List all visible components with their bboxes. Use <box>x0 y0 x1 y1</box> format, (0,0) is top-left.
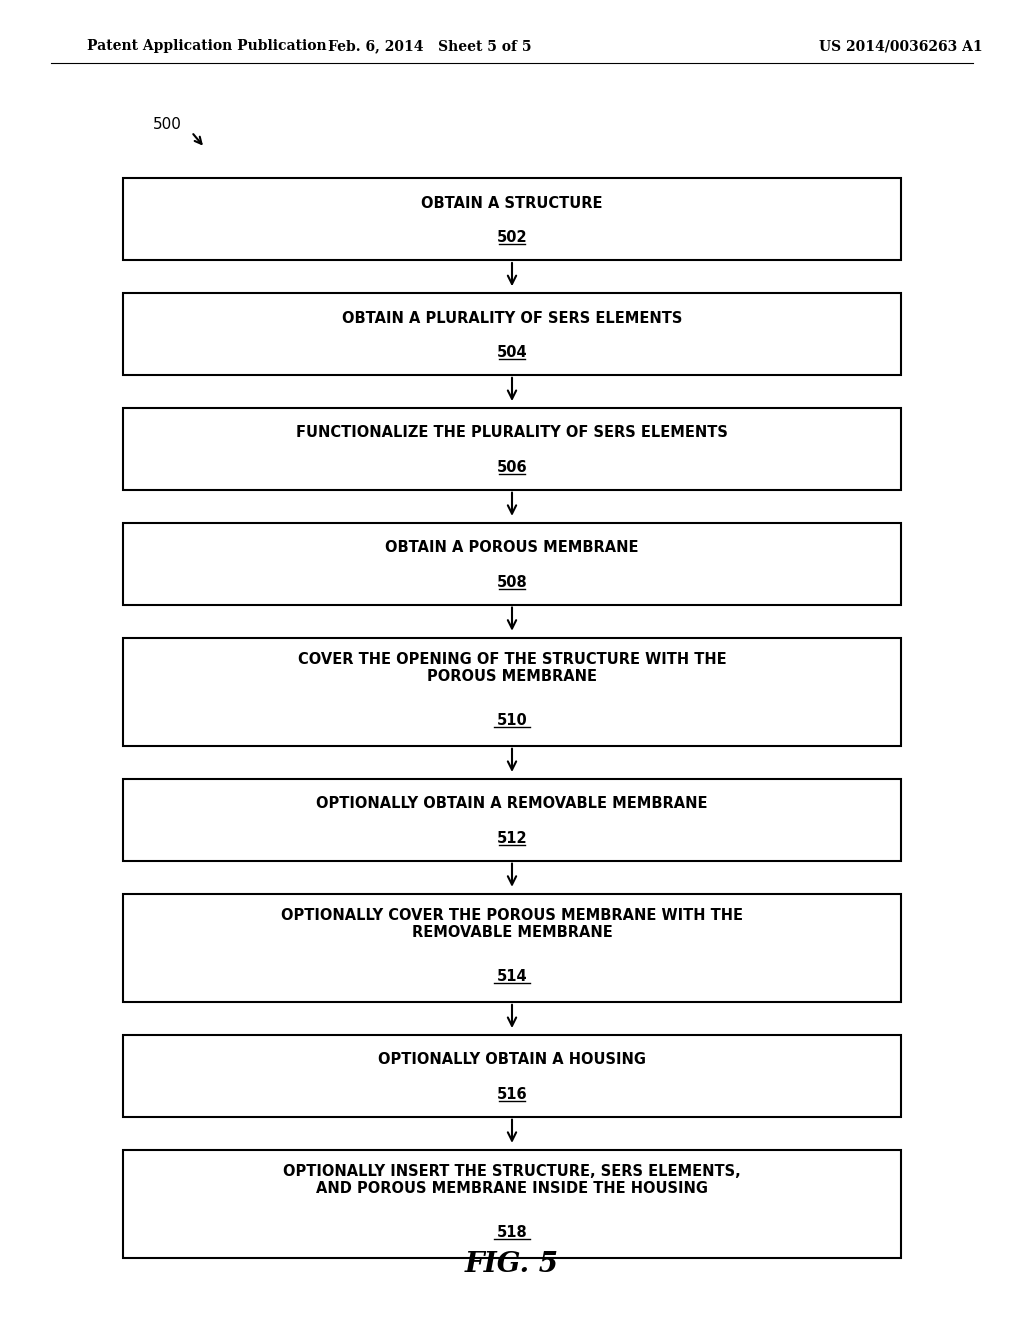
FancyBboxPatch shape <box>123 779 901 861</box>
Text: OPTIONALLY OBTAIN A REMOVABLE MEMBRANE: OPTIONALLY OBTAIN A REMOVABLE MEMBRANE <box>316 796 708 812</box>
FancyBboxPatch shape <box>123 178 901 260</box>
Text: Patent Application Publication: Patent Application Publication <box>87 40 327 53</box>
Text: 512: 512 <box>497 830 527 846</box>
Text: OPTIONALLY OBTAIN A HOUSING: OPTIONALLY OBTAIN A HOUSING <box>378 1052 646 1068</box>
Text: OPTIONALLY COVER THE POROUS MEMBRANE WITH THE
REMOVABLE MEMBRANE: OPTIONALLY COVER THE POROUS MEMBRANE WIT… <box>281 908 743 940</box>
Text: 500: 500 <box>153 116 181 132</box>
Text: US 2014/0036263 A1: US 2014/0036263 A1 <box>819 40 983 53</box>
Text: 516: 516 <box>497 1086 527 1102</box>
FancyBboxPatch shape <box>123 1035 901 1117</box>
Text: FIG. 5: FIG. 5 <box>465 1251 559 1278</box>
Text: 506: 506 <box>497 459 527 475</box>
FancyBboxPatch shape <box>123 523 901 605</box>
Text: 514: 514 <box>497 969 527 985</box>
FancyBboxPatch shape <box>123 1150 901 1258</box>
Text: FUNCTIONALIZE THE PLURALITY OF SERS ELEMENTS: FUNCTIONALIZE THE PLURALITY OF SERS ELEM… <box>296 425 728 441</box>
Text: 510: 510 <box>497 713 527 729</box>
Text: Feb. 6, 2014   Sheet 5 of 5: Feb. 6, 2014 Sheet 5 of 5 <box>329 40 531 53</box>
Text: 504: 504 <box>497 345 527 360</box>
FancyBboxPatch shape <box>123 408 901 490</box>
Text: 502: 502 <box>497 230 527 246</box>
Text: OBTAIN A PLURALITY OF SERS ELEMENTS: OBTAIN A PLURALITY OF SERS ELEMENTS <box>342 310 682 326</box>
Text: OPTIONALLY INSERT THE STRUCTURE, SERS ELEMENTS,
AND POROUS MEMBRANE INSIDE THE H: OPTIONALLY INSERT THE STRUCTURE, SERS EL… <box>283 1164 741 1196</box>
FancyBboxPatch shape <box>123 638 901 746</box>
Text: OBTAIN A POROUS MEMBRANE: OBTAIN A POROUS MEMBRANE <box>385 540 639 556</box>
Text: COVER THE OPENING OF THE STRUCTURE WITH THE
POROUS MEMBRANE: COVER THE OPENING OF THE STRUCTURE WITH … <box>298 652 726 684</box>
FancyBboxPatch shape <box>123 293 901 375</box>
Text: 518: 518 <box>497 1225 527 1241</box>
FancyBboxPatch shape <box>123 894 901 1002</box>
Text: OBTAIN A STRUCTURE: OBTAIN A STRUCTURE <box>421 195 603 211</box>
Text: 508: 508 <box>497 574 527 590</box>
